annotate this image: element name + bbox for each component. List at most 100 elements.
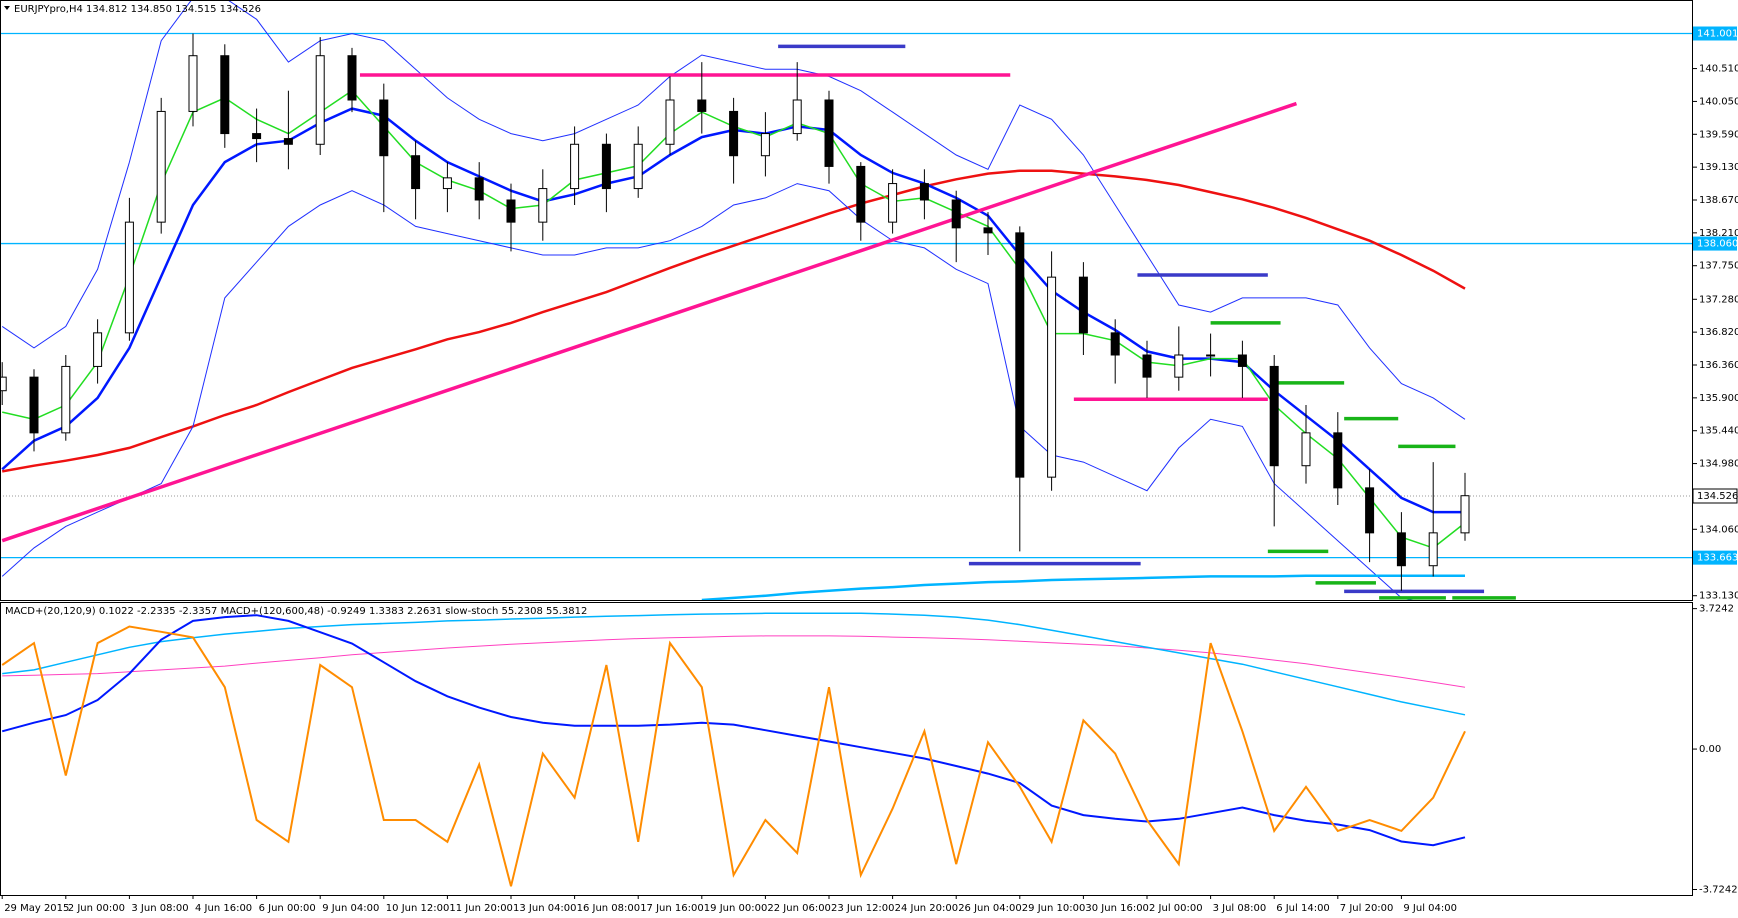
candle-body [506, 199, 516, 223]
level-label: 133.663 [1697, 553, 1738, 564]
candle-body [1142, 354, 1152, 378]
x-tick-label: 26 Jun 04:00 [958, 903, 1022, 914]
candle-body [1269, 365, 1279, 467]
candle-body [1428, 532, 1438, 567]
x-tick-label: 6 Jul 14:00 [1276, 903, 1330, 914]
candle-body [474, 177, 484, 201]
x-tick-label: 23 Jun 12:00 [831, 903, 895, 914]
indicator-line [1, 169, 1466, 473]
x-tick-label: 22 Jun 06:00 [767, 903, 831, 914]
candle-body [442, 177, 452, 190]
candle-body [1174, 354, 1184, 378]
level-label-box [1693, 550, 1737, 565]
level-label: 138.060 [1697, 239, 1738, 250]
x-tick-label: 29 May 2015 [4, 903, 69, 914]
candle-body [951, 199, 961, 229]
candle-body [220, 55, 230, 135]
candle-body [1015, 232, 1025, 478]
y-tick-label: 135.900 [1699, 393, 1738, 404]
y-tick-label: 138.210 [1699, 228, 1738, 239]
candle-body [283, 138, 293, 145]
y-tick-label: 136.820 [1699, 327, 1738, 338]
candle-body [61, 365, 71, 434]
candle-body [538, 188, 548, 223]
level-label-box [1693, 26, 1737, 41]
x-tick-label: 29 Jun 10:00 [1022, 903, 1086, 914]
candle-body [760, 133, 770, 157]
candle-body [856, 165, 866, 223]
price-plot [1, 1, 1692, 600]
x-tick-label: 11 Jun 20:00 [449, 903, 513, 914]
indicator-line [701, 574, 1465, 600]
x-tick-label: 13 Jun 04:00 [513, 903, 577, 914]
current-price-box [1692, 488, 1738, 504]
chart-title: EURJPYpro,H4 134.812 134.850 134.515 134… [14, 4, 261, 15]
candle-body [1206, 354, 1216, 357]
y-tick-label: 134.980 [1699, 459, 1738, 470]
candle-body [315, 55, 325, 145]
candle-body [633, 143, 643, 190]
level-label-box [1693, 236, 1737, 251]
y-tick-label: 0.00 [1699, 744, 1721, 755]
candle-body [347, 55, 357, 101]
x-tick-label: 16 Jun 08:00 [577, 903, 641, 914]
candle-body [665, 99, 675, 145]
indicator-plot [1, 612, 1466, 887]
indicator-line [1, 625, 1466, 887]
indicator-panel [0, 602, 1693, 896]
x-tick-label: 2 Jul 00:00 [1149, 903, 1203, 914]
indicator-line [1, 614, 1466, 847]
y-tick-label: 134.060 [1699, 524, 1738, 535]
x-tick-label: 4 Jun 16:00 [195, 903, 252, 914]
indicator-line [2, 612, 1466, 716]
candle-body [93, 332, 103, 367]
candle-body [824, 99, 834, 167]
y-tick-label: 136.360 [1699, 360, 1738, 371]
x-tick-label: 17 Jun 16:00 [640, 903, 704, 914]
menu-arrow[interactable] [4, 6, 10, 10]
candle-body [1460, 495, 1470, 534]
y-tick-label: 137.280 [1699, 294, 1738, 305]
x-tick-label: 24 Jun 20:00 [895, 903, 959, 914]
x-tick-label: 7 Jul 20:00 [1340, 903, 1394, 914]
x-tick-label: 10 Jun 12:00 [386, 903, 450, 914]
x-tick-label: 19 Jun 00:00 [704, 903, 768, 914]
candle-body [1078, 276, 1088, 334]
x-tick-label: 9 Jun 04:00 [322, 903, 379, 914]
y-tick-label: 3.7242 [1699, 604, 1734, 615]
candle-body [1301, 432, 1311, 467]
candle-body [919, 183, 929, 201]
candle-body [1396, 532, 1406, 567]
candle-body [1333, 432, 1343, 489]
candle-body [888, 183, 898, 223]
candle-body [1237, 354, 1247, 367]
candle-body [1365, 487, 1375, 534]
candle-body [1047, 276, 1057, 478]
candle-body [570, 143, 580, 190]
x-tick-label: 3 Jul 08:00 [1213, 903, 1267, 914]
y-tick-label: 133.130 [1699, 591, 1738, 602]
indicator-title: MACD+(20,120,9) 0.1022 -2.2335 -2.3357 M… [5, 606, 587, 617]
y-tick-label: 139.590 [1699, 129, 1738, 140]
candle-body [983, 227, 993, 234]
candle-body [792, 99, 802, 135]
candle-body [1, 376, 7, 392]
y-tick-label: 135.440 [1699, 426, 1738, 437]
indicator-line [1, 183, 1414, 600]
candle-body [1110, 332, 1120, 356]
candle-body [601, 143, 611, 190]
level-label: 141.001 [1697, 29, 1738, 40]
x-tick-label: 3 Jun 08:00 [131, 903, 188, 914]
x-tick-label: 2 Jun 00:00 [68, 903, 125, 914]
main-panel [0, 0, 1693, 601]
candle-body [411, 155, 421, 190]
y-tick-label: 140.050 [1699, 96, 1738, 107]
candle-body [29, 376, 39, 434]
x-tick-label: 30 Jun 16:00 [1085, 903, 1149, 914]
y-tick-label: -3.7242 [1699, 885, 1738, 896]
drawn-line [1, 101, 1298, 543]
candle-body [729, 110, 739, 157]
x-tick-label: 9 Jul 04:00 [1403, 903, 1457, 914]
x-tick-label: 6 Jun 00:00 [259, 903, 316, 914]
